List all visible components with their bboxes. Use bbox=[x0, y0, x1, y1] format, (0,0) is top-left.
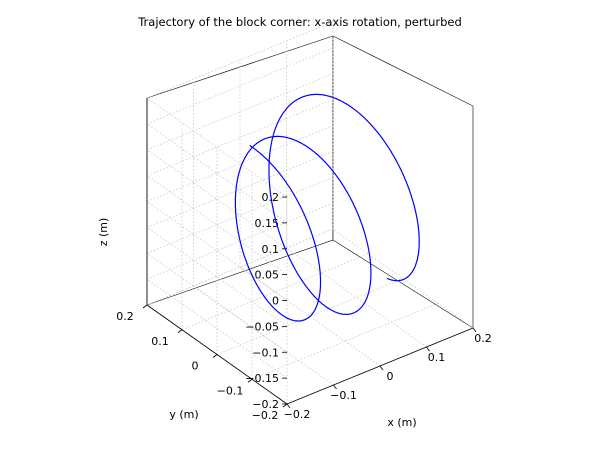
grid-line-z bbox=[146, 97, 288, 198]
tick-label-y: −0.1 bbox=[217, 384, 244, 397]
tick-label-x: 0.2 bbox=[474, 332, 492, 345]
tick-label-z: 0.05 bbox=[255, 269, 280, 282]
grid-line-x bbox=[332, 228, 474, 329]
x-axis-label: x (m) bbox=[387, 416, 416, 429]
chart-title: Trajectory of the block corner: x-axis r… bbox=[137, 15, 462, 29]
tick-mark-y bbox=[282, 403, 288, 408]
grid-line-z bbox=[146, 201, 288, 301]
tick-mark-x bbox=[333, 384, 337, 390]
tick-mark-y bbox=[247, 378, 253, 383]
tick-marks bbox=[142, 196, 477, 409]
tick-label-z: −0.1 bbox=[252, 346, 279, 359]
tick-label-y: 0 bbox=[192, 360, 199, 373]
grid-line-z bbox=[146, 175, 288, 275]
tick-label-x: −0.1 bbox=[330, 389, 357, 402]
grid-line-z bbox=[146, 227, 288, 327]
tick-mark-y bbox=[177, 329, 183, 334]
tick-mark-x bbox=[379, 365, 384, 371]
grid-line-x bbox=[193, 285, 334, 386]
grid-line-x bbox=[239, 266, 381, 367]
tick-label-x: −0.2 bbox=[284, 408, 311, 421]
grid-line-z bbox=[146, 252, 288, 353]
tick-label-z: 0 bbox=[272, 295, 279, 308]
grid-line-z bbox=[146, 278, 288, 379]
tick-label-z: 0.2 bbox=[262, 191, 280, 204]
tick-label-z: −0.2 bbox=[252, 398, 279, 411]
grid-line-x bbox=[286, 247, 427, 348]
z-axis-label: z (m) bbox=[97, 218, 110, 247]
axes-box bbox=[146, 21, 474, 405]
grid-line-z bbox=[146, 149, 288, 250]
tick-mark-y bbox=[212, 354, 218, 358]
tick-label-z: 0.1 bbox=[262, 243, 280, 256]
grid-line-z bbox=[146, 123, 288, 224]
tick-label-y: 0.2 bbox=[116, 310, 134, 323]
tick-label-y: 0.1 bbox=[151, 335, 169, 348]
tick-label-z: −0.05 bbox=[245, 320, 279, 333]
y-axis-label: y (m) bbox=[169, 408, 198, 421]
tick-label-z: 0.15 bbox=[255, 217, 280, 230]
tick-labels: −0.2−0.100.10.2−0.2−0.100.10.2−0.2−0.15−… bbox=[116, 191, 492, 422]
tick-mark-x bbox=[472, 327, 477, 333]
tick-mark-x bbox=[286, 403, 291, 409]
tick-label-x: 0 bbox=[387, 370, 394, 383]
trajectory-series bbox=[234, 93, 420, 322]
tick-label-x: 0.1 bbox=[428, 351, 446, 364]
tick-label-z: −0.15 bbox=[245, 372, 279, 385]
tick-mark-y bbox=[142, 304, 148, 309]
tick-label-y: −0.2 bbox=[252, 409, 279, 422]
right-wall bbox=[332, 35, 474, 329]
tick-mark-x bbox=[426, 346, 430, 352]
